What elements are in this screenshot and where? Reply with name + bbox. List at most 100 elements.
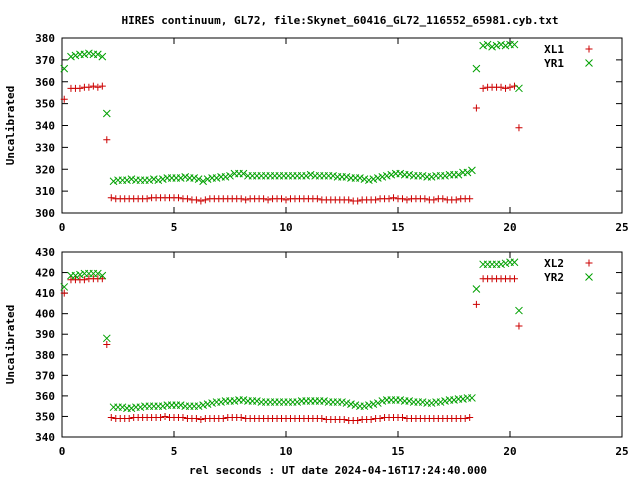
data-point-YR2 xyxy=(497,260,505,269)
data-point-XL2 xyxy=(98,275,106,283)
legend-label-XL1: XL1 xyxy=(544,43,564,56)
data-point-YR1 xyxy=(382,171,391,180)
data-point-XL1 xyxy=(313,195,321,203)
data-point-YR1 xyxy=(181,173,190,181)
data-point-YR1 xyxy=(145,176,154,185)
data-point-XL1 xyxy=(385,195,393,203)
series-YR1 xyxy=(60,40,523,186)
data-point-XL2 xyxy=(340,416,348,424)
upper-plot-panel: 300 310 320 330 340 350 360 370 380 0 5 10 15 20 25 Unc… xyxy=(4,32,629,234)
x-tick-label: 25 xyxy=(615,445,628,458)
data-point-XL1 xyxy=(502,84,510,92)
data-point-XL2 xyxy=(398,413,406,421)
y-tick-label: 420 xyxy=(35,267,55,280)
data-point-YR2 xyxy=(369,400,378,408)
data-point-YR1 xyxy=(71,51,80,60)
legend-marker-XL2 xyxy=(585,259,593,267)
data-point-XL1 xyxy=(260,195,268,203)
data-point-XL1 xyxy=(264,196,272,204)
data-point-XL1 xyxy=(506,83,514,91)
data-point-YR1 xyxy=(221,173,230,181)
data-point-YR1 xyxy=(102,109,111,118)
data-point-YR1 xyxy=(109,177,118,186)
data-point-YR2 xyxy=(98,271,107,280)
plot-frame xyxy=(61,37,623,214)
y-tick-label: 310 xyxy=(35,185,55,198)
x-tick-label: 20 xyxy=(503,221,516,234)
data-point-YR1 xyxy=(387,170,396,179)
data-point-YR1 xyxy=(515,84,523,93)
data-point-YR1 xyxy=(212,174,221,182)
data-point-YR1 xyxy=(302,171,311,180)
data-point-YR2 xyxy=(217,398,225,406)
chart-title: HIRES continuum, GL72, file:Skynet_60416… xyxy=(121,14,558,27)
data-point-XL1 xyxy=(282,196,290,204)
data-point-YR1 xyxy=(483,40,492,49)
data-point-XL2 xyxy=(107,413,115,421)
data-point-YR2 xyxy=(436,398,445,406)
data-point-YR2 xyxy=(396,396,405,404)
data-point-YR1 xyxy=(396,169,405,178)
data-point-XL1 xyxy=(278,195,286,203)
y-tick-label: 330 xyxy=(35,141,55,154)
data-point-XL2 xyxy=(461,415,469,422)
data-point-XL1 xyxy=(472,104,480,112)
data-point-XL1 xyxy=(479,84,487,92)
data-point-XL1 xyxy=(439,195,447,203)
legend-marker-YR2 xyxy=(585,273,593,281)
data-point-XL1 xyxy=(403,196,411,204)
data-point-XL2 xyxy=(318,415,326,422)
data-point-YR2 xyxy=(208,399,216,407)
data-point-XL1 xyxy=(372,196,380,204)
series-XL2 xyxy=(60,275,523,425)
x-tick-label: 20 xyxy=(503,445,516,458)
data-point-YR2 xyxy=(118,403,127,412)
data-point-YR2 xyxy=(239,396,248,404)
data-point-YR1 xyxy=(492,41,501,50)
data-point-XL1 xyxy=(466,195,474,203)
data-point-YR1 xyxy=(418,171,427,180)
data-point-YR2 xyxy=(320,397,328,405)
data-point-YR2 xyxy=(127,404,136,413)
y-tick-label: 360 xyxy=(35,76,55,89)
data-point-XL1 xyxy=(94,83,102,91)
data-point-XL1 xyxy=(390,194,398,202)
data-point-YR2 xyxy=(199,401,207,409)
data-point-XL1 xyxy=(201,196,209,204)
data-point-XL2 xyxy=(157,413,165,421)
data-point-YR1 xyxy=(154,176,163,185)
data-point-YR1 xyxy=(127,175,136,183)
y-tick-label: 410 xyxy=(35,287,55,300)
y-axis-label: Uncalibrated xyxy=(4,86,17,165)
data-point-YR2 xyxy=(342,399,351,407)
legend-label-YR1: YR1 xyxy=(544,57,564,70)
data-point-XL1 xyxy=(237,195,245,203)
data-point-YR2 xyxy=(450,396,458,404)
data-point-YR2 xyxy=(253,397,261,405)
data-point-YR1 xyxy=(93,50,102,59)
data-point-YR1 xyxy=(158,175,167,183)
data-point-YR1 xyxy=(369,175,378,183)
x-tick-label: 0 xyxy=(59,221,66,234)
data-point-XL1 xyxy=(107,194,115,202)
legend-label-YR2: YR2 xyxy=(544,271,564,284)
data-point-YR1 xyxy=(190,174,199,182)
data-point-XL1 xyxy=(98,82,106,90)
data-point-YR2 xyxy=(76,270,84,279)
data-point-YR2 xyxy=(510,258,519,267)
y-tick-label: 430 xyxy=(35,246,55,259)
data-point-YR1 xyxy=(488,42,496,51)
x-tick-label: 5 xyxy=(171,221,178,234)
data-point-YR1 xyxy=(203,175,212,183)
legend-label-XL2: XL2 xyxy=(544,257,564,270)
data-point-XL1 xyxy=(430,196,438,204)
data-point-XL1 xyxy=(143,195,151,203)
data-point-YR2 xyxy=(158,402,167,411)
data-point-XL1 xyxy=(76,84,84,92)
data-point-YR2 xyxy=(373,399,382,407)
data-point-XL1 xyxy=(398,195,406,203)
x-tick-label: 15 xyxy=(391,221,404,234)
data-point-XL1 xyxy=(452,196,460,204)
data-point-XL1 xyxy=(242,196,250,204)
data-point-XL1 xyxy=(197,197,205,205)
